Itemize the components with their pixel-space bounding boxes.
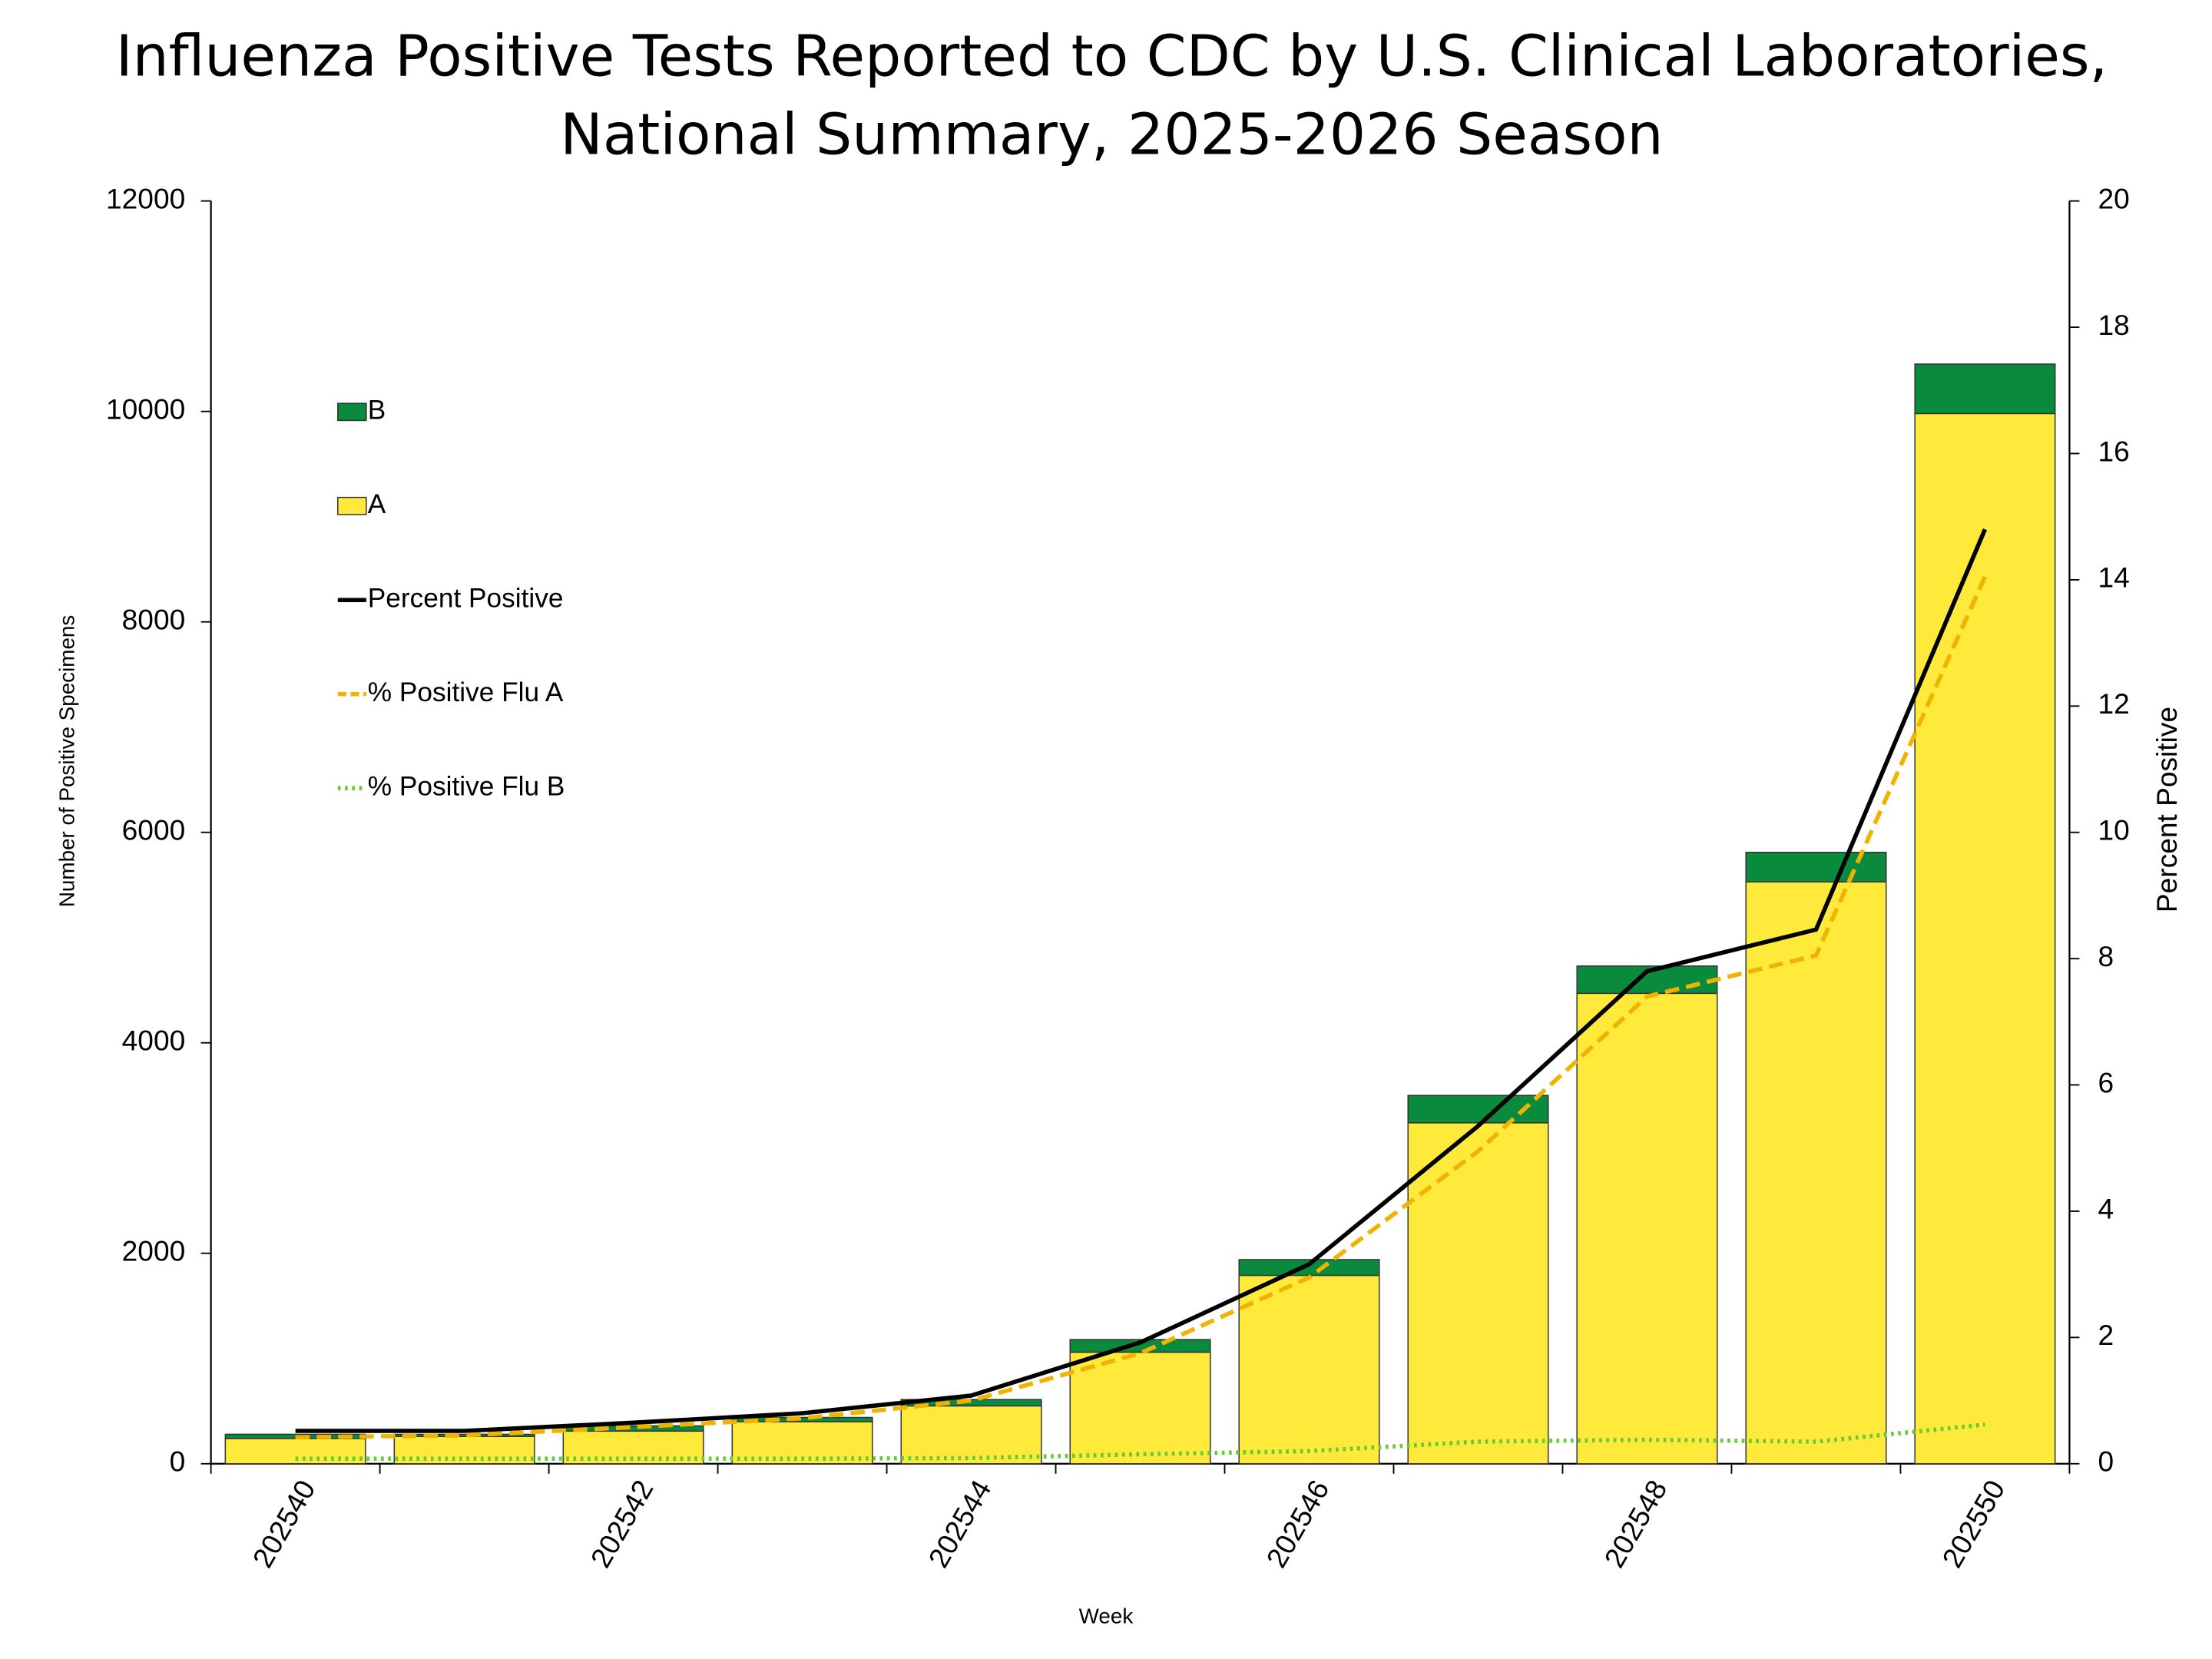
x-tick-label: 202546 <box>1260 1475 1335 1573</box>
y2-tick-label: 12 <box>2098 687 2130 720</box>
bar <box>900 1405 1042 1465</box>
bar <box>1238 1274 1380 1465</box>
bar <box>1407 1122 1549 1465</box>
chart-title: National Summary, 2025-2026 Season <box>560 101 1663 167</box>
bar <box>1914 363 2056 415</box>
x-tick-label: 202540 <box>246 1475 321 1573</box>
bar <box>393 1435 535 1465</box>
y-tick-label: 6000 <box>122 814 186 846</box>
bar <box>1576 992 1718 1465</box>
bar <box>731 1416 873 1422</box>
x-axis-title: Week <box>1079 1604 1134 1628</box>
y-tick-label: 0 <box>170 1445 186 1478</box>
y-axis-title: Number of Positive Specimens <box>55 615 78 907</box>
y-tick-label: 4000 <box>122 1025 186 1057</box>
legend-label: Percent Positive <box>368 584 564 614</box>
x-tick-label: 202542 <box>584 1475 659 1573</box>
legend-label: A <box>368 489 386 519</box>
y-tick-label: 12000 <box>106 182 185 214</box>
legend-swatch <box>337 402 367 422</box>
x-tick-label: 202550 <box>1936 1475 2011 1573</box>
legend-label: B <box>368 396 386 426</box>
x-tick-label: 202548 <box>1598 1475 1673 1573</box>
y-tick-label: 2000 <box>122 1235 186 1267</box>
bar <box>1069 1339 1211 1353</box>
bar <box>1914 412 2056 1465</box>
y2-tick-label: 0 <box>2098 1445 2114 1478</box>
x-tick-label: 202544 <box>922 1475 997 1573</box>
bar <box>1745 852 1887 882</box>
line <box>295 528 1988 1433</box>
y-tick-label: 8000 <box>122 603 186 635</box>
y2-tick-label: 18 <box>2098 309 2130 341</box>
bar <box>1745 881 1887 1465</box>
y2-tick-label: 6 <box>2098 1066 2114 1098</box>
y2-tick-label: 14 <box>2098 561 2130 594</box>
legend-label: % Positive Flu A <box>368 677 564 707</box>
bar <box>1069 1351 1211 1465</box>
y-tick-label: 10000 <box>106 392 185 425</box>
legend-swatch <box>337 496 367 515</box>
y2-axis-title: Percent Positive <box>2151 707 2183 912</box>
legend-label: % Positive Flu B <box>368 771 565 801</box>
y2-tick-label: 16 <box>2098 435 2130 467</box>
chart-title: Influenza Positive Tests Reported to CDC… <box>116 22 2108 89</box>
y2-tick-label: 8 <box>2098 940 2114 972</box>
y2-tick-label: 2 <box>2098 1319 2114 1351</box>
y2-tick-label: 20 <box>2098 182 2130 214</box>
line <box>295 575 1987 1440</box>
y2-tick-label: 10 <box>2098 814 2130 846</box>
y2-tick-label: 4 <box>2098 1193 2114 1225</box>
